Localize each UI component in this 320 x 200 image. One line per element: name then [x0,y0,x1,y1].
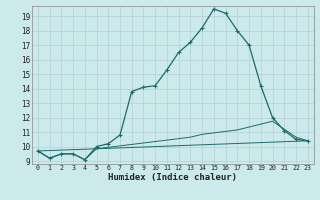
X-axis label: Humidex (Indice chaleur): Humidex (Indice chaleur) [108,173,237,182]
